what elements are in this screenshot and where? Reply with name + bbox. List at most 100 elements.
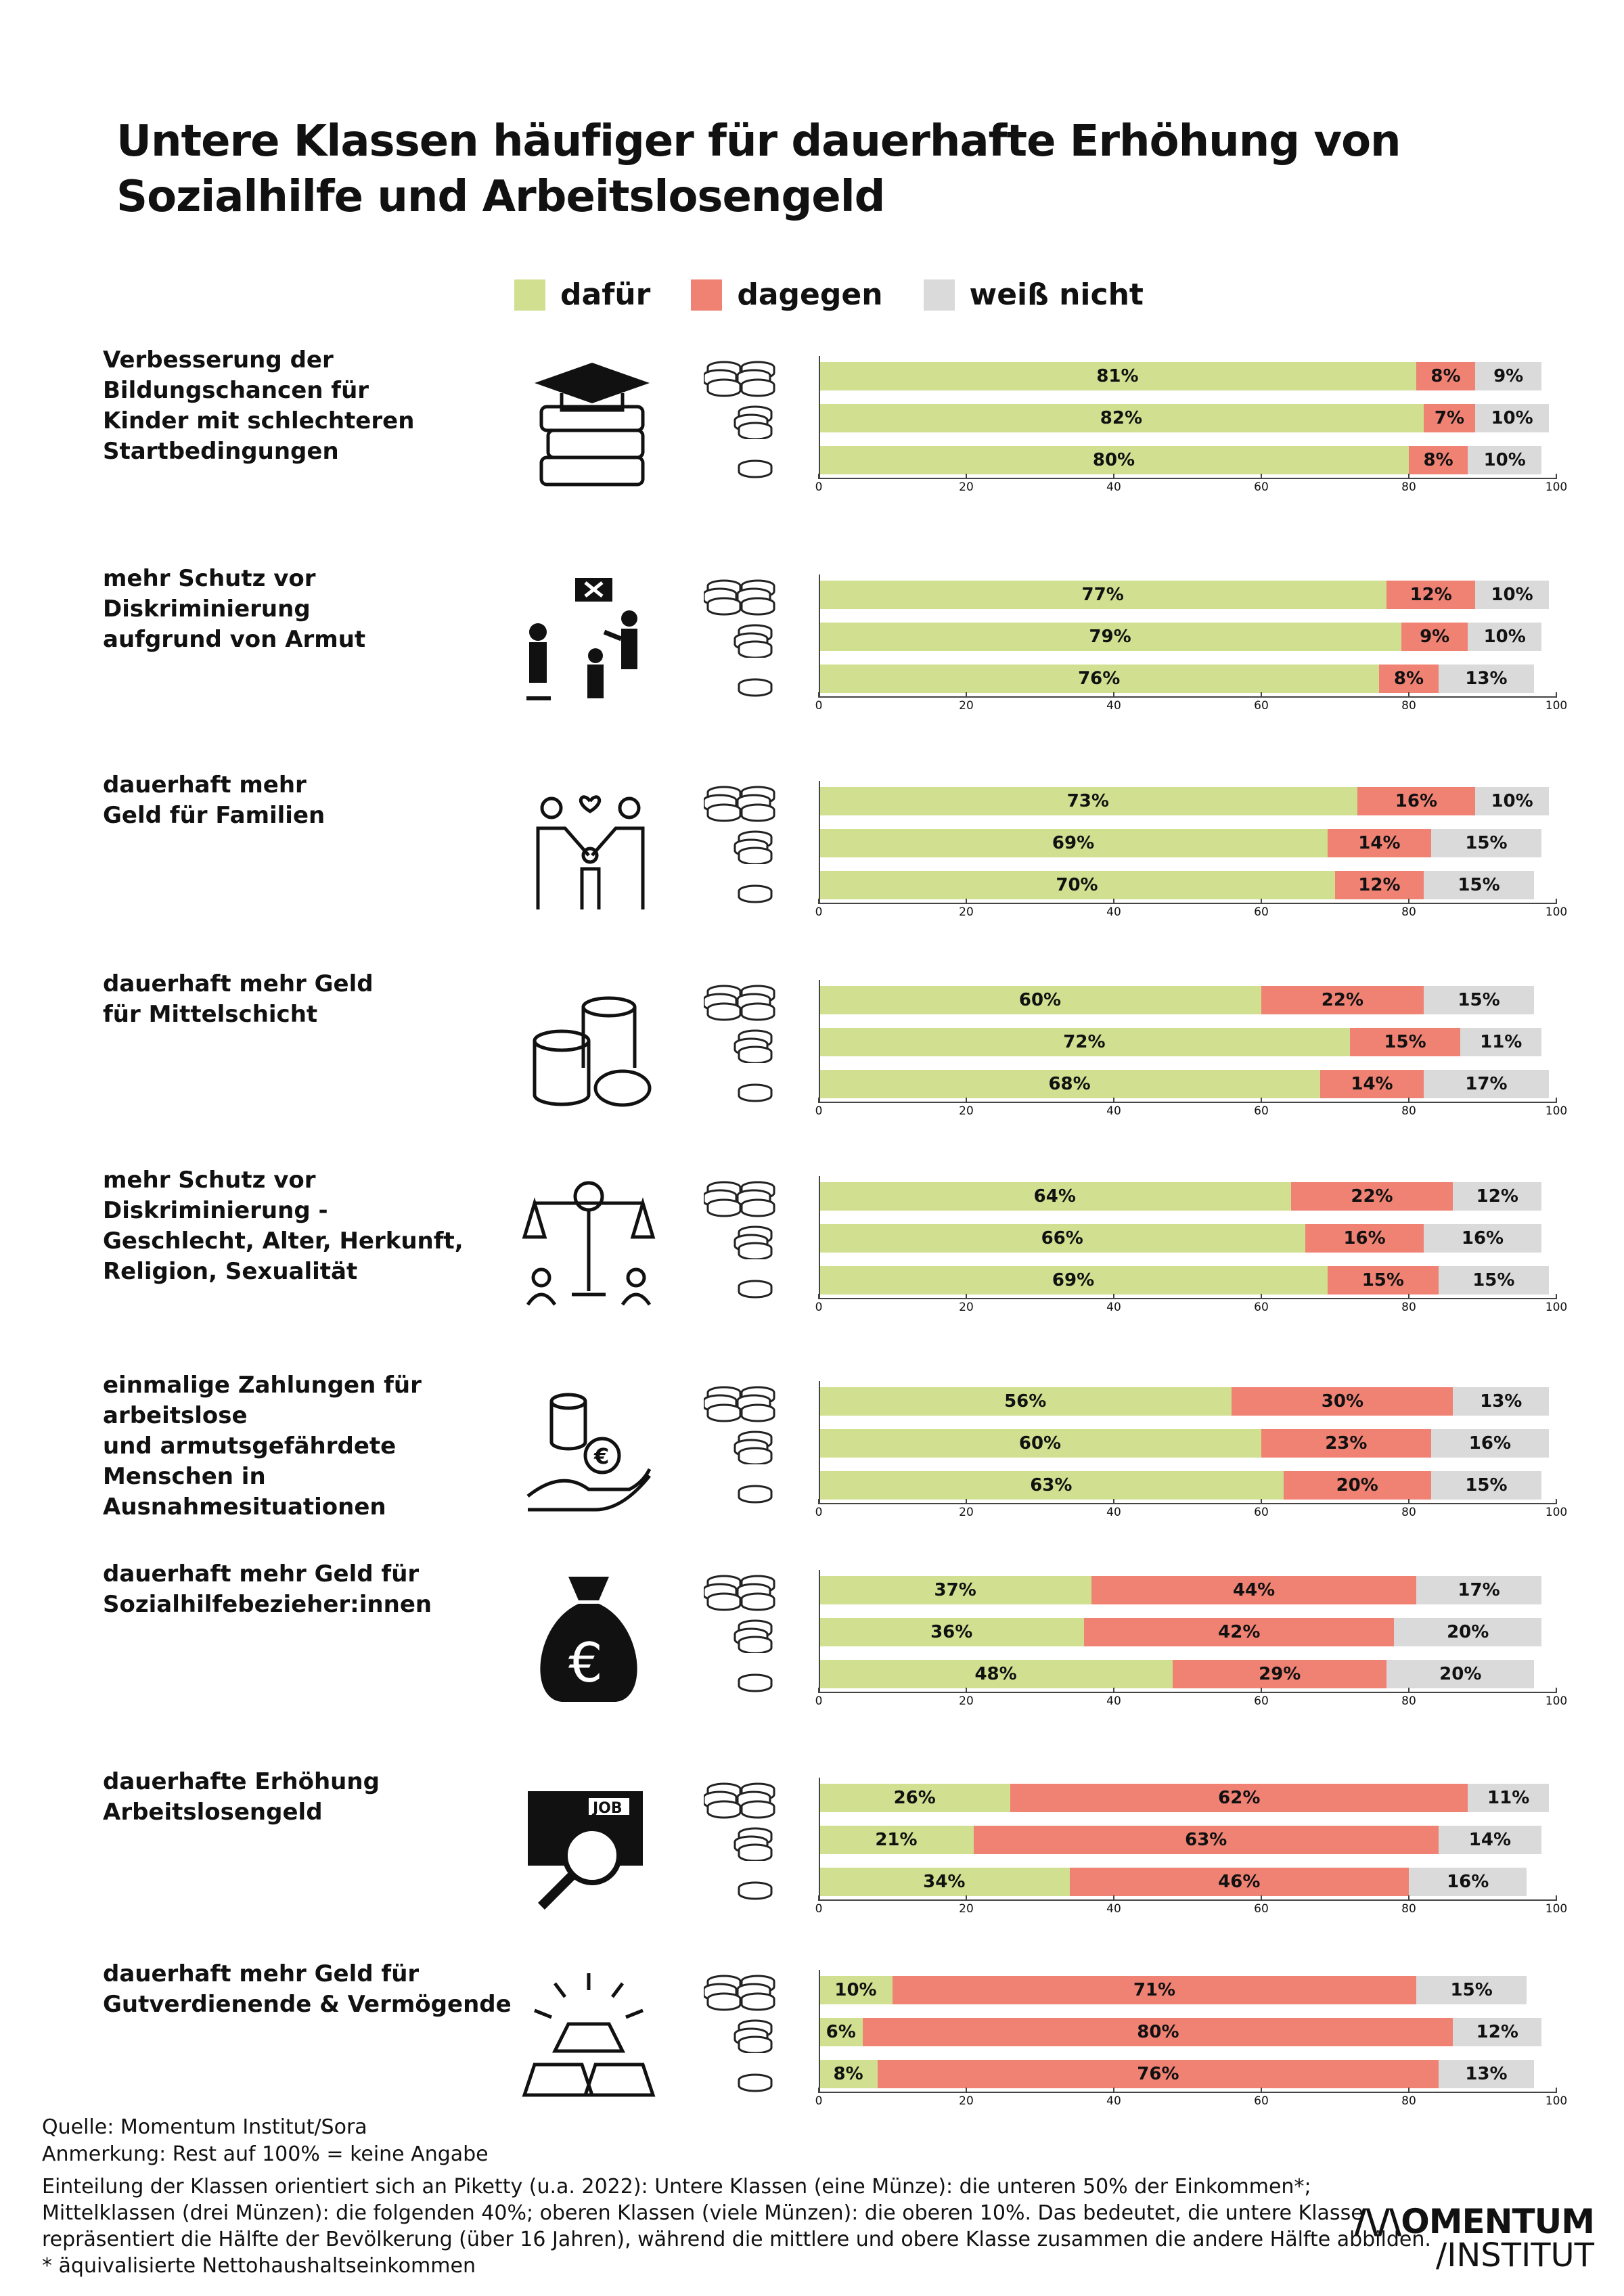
x-tick-label: 100 (1545, 1694, 1568, 1708)
x-tick-label: 100 (1545, 2094, 1568, 2108)
group-label-line: Sozialhilfebezieher:innen (103, 1591, 432, 1618)
svg-text:€: € (593, 1443, 609, 1469)
x-tick (966, 899, 967, 904)
x-tick-label: 60 (1254, 1506, 1269, 1519)
x-tick (966, 1294, 967, 1299)
y-axis-line (819, 575, 820, 696)
coin-single-icon (704, 864, 780, 906)
x-tick-label: 80 (1401, 2094, 1416, 2108)
bar-dafuer: 34% (819, 1868, 1070, 1896)
group-label-line: Diskriminierung (103, 595, 311, 623)
x-tick (1556, 1895, 1557, 1901)
x-tick (966, 1688, 967, 1693)
svg-text:€: € (568, 1631, 603, 1694)
x-tick (1556, 1499, 1557, 1504)
coin-stacks-icon (521, 976, 663, 1119)
coins-many-icon (702, 979, 780, 1021)
bar-weiss-nicht: 13% (1453, 1387, 1550, 1416)
x-tick-label: 100 (1545, 1104, 1568, 1118)
group-label-line: dauerhaft mehr (103, 771, 307, 798)
coins-many-icon (702, 574, 780, 616)
bar-weiss-nicht: 16% (1423, 1224, 1542, 1253)
y-axis-line (819, 1970, 820, 2092)
x-tick-label: 80 (1401, 905, 1416, 919)
x-tick (966, 1098, 967, 1103)
x-tick (1556, 692, 1557, 698)
bar-dagegen: 29% (1173, 1660, 1387, 1688)
x-tick (818, 2088, 819, 2093)
x-tick (1556, 899, 1557, 904)
x-tick (1408, 1499, 1409, 1504)
x-tick (1113, 474, 1114, 479)
job-search-icon: JOB (521, 1774, 663, 1916)
x-tick-label: 20 (959, 905, 974, 919)
x-tick (1408, 2088, 1409, 2093)
x-tick-label: 100 (1545, 1301, 1568, 1314)
group-label-line: Ausnahmesituationen (103, 1493, 386, 1521)
bar-dafuer: 60% (819, 986, 1261, 1014)
x-tick (1556, 1688, 1557, 1693)
bar-dafuer: 68% (819, 1070, 1321, 1098)
group-label: mehr Schutz vor Diskriminierung aufgrund v… (103, 564, 522, 655)
gold-bars-icon (521, 1966, 663, 2109)
bar-dagegen: 62% (1010, 1784, 1468, 1812)
coins-three-icon (704, 1611, 780, 1655)
x-tick (1261, 1688, 1262, 1693)
x-tick-label: 100 (1545, 905, 1568, 919)
x-tick (1261, 2088, 1262, 2093)
x-tick (1408, 474, 1409, 479)
coins-many-icon (702, 355, 780, 397)
x-tick-label: 60 (1254, 2094, 1269, 2108)
bar-dagegen: 71% (893, 1976, 1416, 2004)
bar-dafuer: 56% (819, 1387, 1232, 1416)
x-tick-label: 0 (815, 1902, 823, 1916)
coin-single-icon (704, 1653, 780, 1695)
x-tick (1408, 1895, 1409, 1901)
x-tick-label: 60 (1254, 1301, 1269, 1314)
x-tick-label: 80 (1401, 1902, 1416, 1916)
legend-swatch (691, 279, 723, 311)
bar-dagegen: 8% (1416, 362, 1476, 390)
group-label-line: und armutsgefährdete Menschen in (103, 1433, 397, 1490)
x-tick-label: 40 (1106, 905, 1121, 919)
scales-icon (521, 1173, 663, 1315)
x-tick-label: 60 (1254, 1104, 1269, 1118)
y-axis-line (819, 781, 820, 903)
x-tick-label: 40 (1106, 1506, 1121, 1519)
x-tick (1113, 692, 1114, 698)
footnote-line: Einteilung der Klassen orientiert sich a… (42, 2175, 1311, 2199)
coin-single-icon (704, 1464, 780, 1506)
x-tick (1113, 1294, 1114, 1299)
y-axis-line (819, 356, 820, 478)
bar-dagegen: 46% (1069, 1868, 1409, 1896)
group-label-line: für Mittelschicht (103, 1001, 318, 1028)
x-axis-line (819, 1899, 1556, 1901)
coins-many-icon (702, 780, 780, 822)
bar-weiss-nicht: 10% (1475, 787, 1550, 815)
x-axis-line (819, 1102, 1556, 1103)
x-tick (818, 1098, 819, 1103)
coins-three-icon (704, 1422, 780, 1466)
bar-dafuer: 10% (819, 1976, 893, 2004)
x-tick (1408, 1098, 1409, 1103)
bar-weiss-nicht: 10% (1468, 623, 1542, 651)
group-label-line: Startbedingungen (103, 438, 339, 465)
coins-three-icon (704, 397, 780, 441)
coins-three-icon (704, 2011, 780, 2054)
bar-weiss-nicht: 16% (1409, 1868, 1527, 1896)
x-axis-line (819, 2092, 1556, 2093)
x-tick (1113, 1098, 1114, 1103)
svg-text:JOB: JOB (591, 1800, 623, 1817)
x-tick (1113, 1499, 1114, 1504)
group-label: dauerhafte Erhöhung Arbeitslosengeld (103, 1767, 522, 1828)
footnote-line: repräsentiert die Hälfte der Bevölkerung… (42, 2228, 1431, 2251)
bar-dagegen: 42% (1084, 1618, 1395, 1646)
bar-dagegen: 22% (1290, 1182, 1453, 1211)
x-tick (966, 1895, 967, 1901)
x-tick-label: 0 (815, 1301, 823, 1314)
x-tick (1113, 1688, 1114, 1693)
x-tick (1556, 2088, 1557, 2093)
bar-dagegen: 8% (1409, 446, 1468, 474)
x-axis-line (819, 1298, 1556, 1299)
coin-single-icon (704, 2053, 780, 2095)
